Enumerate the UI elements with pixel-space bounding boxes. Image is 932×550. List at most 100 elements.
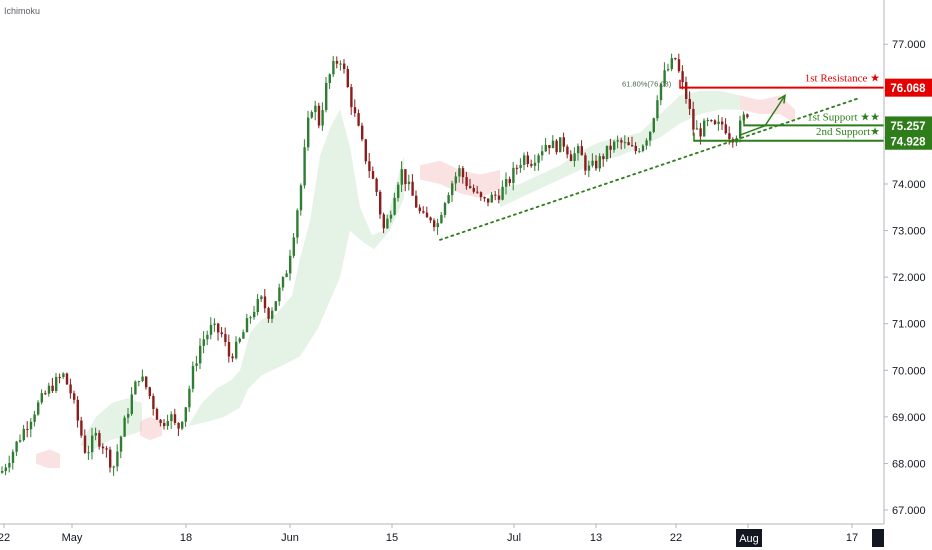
candle-body — [364, 139, 367, 162]
candle-body — [573, 153, 576, 161]
cloud-bullish — [240, 109, 404, 408]
candle-body — [436, 223, 439, 228]
candle-body — [137, 380, 141, 382]
support2-label: 2nd Support★ — [816, 126, 880, 138]
candle-body — [245, 318, 249, 333]
candle-body — [526, 155, 529, 165]
candle-body — [69, 384, 72, 394]
candle-body — [155, 408, 159, 420]
candle-body — [465, 177, 468, 187]
candle-body — [451, 183, 454, 196]
support2-price-badge — [885, 131, 932, 150]
candle-body — [256, 299, 259, 313]
candle-body — [407, 181, 411, 185]
candle-body — [580, 146, 583, 156]
candle-body — [447, 195, 450, 204]
candle-body — [101, 446, 105, 449]
x-tick-label: Jun — [281, 532, 299, 544]
candle-body — [620, 140, 623, 143]
candle-body — [346, 69, 349, 88]
candle-body — [314, 105, 317, 113]
candle-body — [83, 435, 87, 453]
x-tick-label: Jul — [507, 532, 521, 544]
candle-body — [231, 356, 234, 359]
candlestick-series — [1, 53, 749, 476]
candle-body — [109, 449, 112, 468]
candle-body — [206, 334, 209, 340]
candle-body — [307, 117, 310, 148]
candle-body — [8, 462, 11, 468]
candle-body — [281, 277, 285, 288]
candle-body — [429, 217, 432, 221]
candle-body — [386, 218, 389, 229]
candle-body — [177, 422, 180, 429]
candle-body — [724, 124, 727, 134]
candle-body — [134, 381, 137, 395]
candle-body — [515, 167, 519, 169]
candle-body — [217, 323, 220, 333]
cloud-bearish — [36, 449, 60, 469]
candle-body — [202, 339, 205, 346]
candle-body — [548, 145, 551, 149]
candle-body — [224, 334, 227, 342]
candle-body — [55, 376, 58, 392]
candle-body — [152, 395, 155, 409]
candle-body — [415, 195, 418, 208]
candle-body — [595, 160, 598, 169]
candle-body — [605, 145, 609, 160]
candle-body — [433, 220, 436, 228]
candle-body — [188, 388, 191, 408]
candle-body — [551, 140, 555, 149]
candle-body — [11, 451, 15, 463]
y-tick-label: 68.000 — [892, 458, 926, 470]
candle-body — [199, 345, 202, 364]
candle-body — [105, 448, 108, 450]
candle-body — [721, 121, 724, 125]
candle-body — [541, 151, 544, 156]
ichimoku-cloud — [36, 90, 795, 469]
candle-body — [220, 332, 223, 335]
candle-body — [123, 417, 126, 437]
candle-body — [260, 296, 263, 300]
candle-body — [400, 169, 403, 185]
y-tick-label: 69.000 — [892, 412, 926, 424]
candle-body — [76, 399, 79, 421]
support1-price-badge — [885, 116, 932, 135]
candle-body — [173, 414, 177, 423]
candle-body — [685, 82, 688, 99]
fib-level-label: 61.80%(76.08) — [622, 80, 672, 89]
candle-body — [37, 402, 40, 415]
cloud-bearish — [420, 160, 500, 198]
candle-body — [587, 165, 591, 171]
y-tick-label: 77.000 — [892, 39, 926, 51]
candle-body — [458, 168, 461, 177]
candle-body — [350, 87, 353, 108]
candle-body — [289, 255, 292, 274]
candle-body — [555, 140, 558, 153]
candle-body — [285, 273, 288, 278]
candle-body — [703, 120, 706, 137]
candle-body — [566, 146, 569, 155]
candle-body — [659, 83, 663, 101]
candle-body — [652, 118, 655, 132]
candle-body — [609, 145, 612, 150]
y-tick-label: 67.000 — [892, 505, 926, 517]
x-tick-label: 18 — [180, 532, 192, 544]
resistance-label: 1st Resistance ★ — [805, 73, 880, 85]
candle-body — [663, 70, 666, 84]
candle-body — [591, 160, 594, 166]
candle-body — [191, 365, 195, 389]
candle-body — [688, 98, 691, 109]
candle-body — [577, 146, 580, 154]
projection-arrow-head — [777, 94, 786, 104]
y-tick-label: 70.000 — [892, 365, 926, 377]
candle-body — [411, 181, 414, 196]
time-axis[interactable]: 22May18Jun15Jul1322Aug17Aug — [0, 524, 884, 547]
candle-body — [310, 112, 313, 118]
candle-body — [501, 186, 504, 200]
candle-body — [598, 156, 601, 169]
candle-body — [490, 194, 493, 203]
candle-body — [523, 155, 526, 165]
candle-body — [425, 212, 429, 218]
